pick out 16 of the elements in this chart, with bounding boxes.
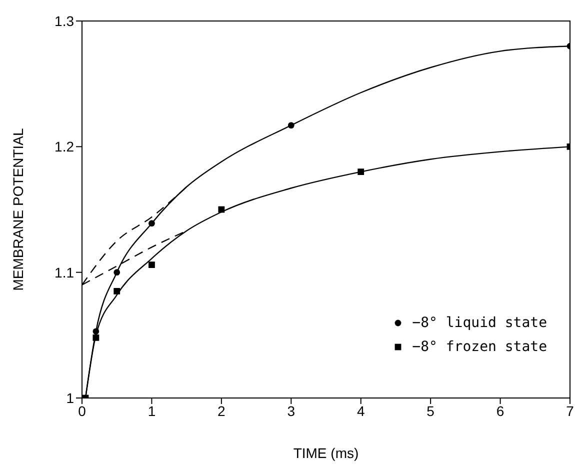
x-tick-label: 0 [78,402,86,419]
y-tick-label: 1.1 [54,264,74,280]
legend-label: −8° frozen state [412,339,547,355]
x-tick-label: 2 [218,402,226,419]
x-tick-label: 5 [426,402,435,419]
x-tick-label: 7 [566,402,574,419]
x-tick-label: 3 [287,402,296,419]
y-tick-label: 1.2 [54,138,74,155]
x-tick-label: 1 [148,402,156,419]
x-axis-title: TIME (ms) [293,445,359,461]
x-tick-label: 6 [496,402,504,419]
y-tick-label: 1 [66,390,74,406]
x-tick-label: 4 [356,402,365,419]
y-axis-title: MEMBRANE POTENTIAL [10,128,26,291]
legend-label: −8° liquid state [412,315,547,331]
y-tick-label: 1.3 [54,12,74,29]
